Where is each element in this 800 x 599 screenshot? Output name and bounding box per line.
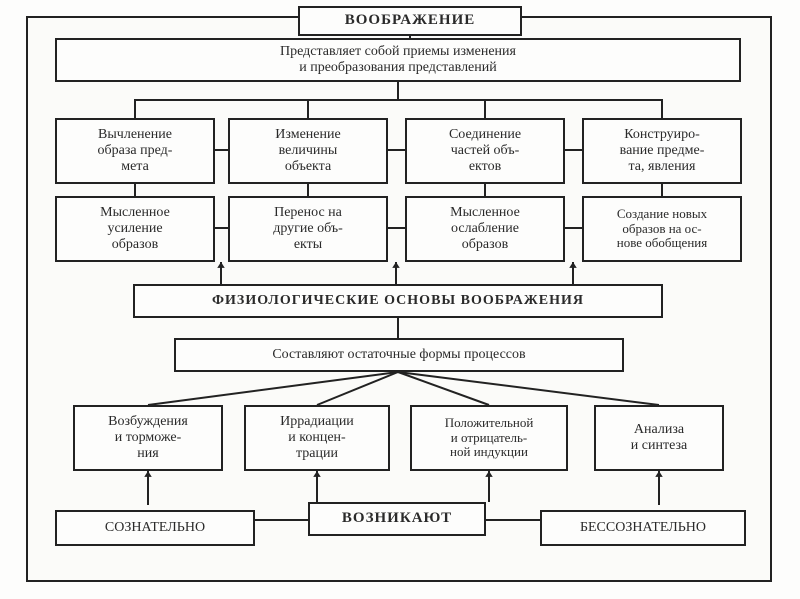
cell-text: Соединениечастей объ-ектов [449,127,521,175]
residual-box: Составляют остаточные формы процессов [174,338,624,372]
arise-box: ВОЗНИКАЮТ [308,502,486,536]
subtitle-box: Представляет собой приемы измененияи пре… [55,38,741,82]
cell-text: Изменениевеличиныобъекта [275,127,340,175]
technique-extract-image: Вычленениеобраза пред-мета [55,118,215,184]
cell-text: Возбужденияи торможе-ния [108,414,188,462]
subtitle-text: Представляет собой приемы измененияи пре… [280,44,516,76]
technique-weaken: Мысленноеослаблениеобразов [405,196,565,262]
unconsciously-box: БЕССОЗНАТЕЛЬНО [540,510,746,546]
process-analysis: Анализаи синтеза [594,405,724,471]
process-irradiation: Иррадиациии концен-трации [244,405,390,471]
consciously-box: СОЗНАТЕЛЬНО [55,510,255,546]
technique-transfer: Перенос надругие объ-екты [228,196,388,262]
phys-title-text: ФИЗИОЛОГИЧЕСКИЕ ОСНОВЫ ВООБРАЖЕНИЯ [212,293,584,309]
cell-text: Конструиро-вание предме-та, явления [620,127,705,175]
cell-text: Перенос надругие объ-екты [273,205,343,253]
technique-construct: Конструиро-вание предме-та, явления [582,118,742,184]
technique-join-parts: Соединениечастей объ-ектов [405,118,565,184]
process-induction: Положительнойи отрицатель-ной индукции [410,405,568,471]
consc-text: СОЗНАТЕЛЬНО [105,520,205,536]
cell-text: Иррадиациии концен-трации [280,414,354,462]
cell-text: Мысленноеослаблениеобразов [450,205,520,253]
unconsc-text: БЕССОЗНАТЕЛЬНО [580,520,706,536]
technique-change-size: Изменениевеличиныобъекта [228,118,388,184]
cell-text: Вычленениеобраза пред-мета [98,127,173,175]
title-box: ВООБРАЖЕНИЕ [298,6,522,36]
residual-text: Составляют остаточные формы процессов [272,347,525,363]
arise-text: ВОЗНИКАЮТ [342,510,452,527]
cell-text: Мысленноеусилениеобразов [100,205,170,253]
cell-text: Анализаи синтеза [631,422,687,454]
cell-text: Положительнойи отрицатель-ной индукции [445,416,534,461]
title-text: ВООБРАЖЕНИЕ [345,12,476,29]
physiological-title-box: ФИЗИОЛОГИЧЕСКИЕ ОСНОВЫ ВООБРАЖЕНИЯ [133,284,663,318]
cell-text: Создание новыхобразов на ос-нове обобщен… [617,207,707,252]
process-excitation: Возбужденияи торможе-ния [73,405,223,471]
technique-amplify: Мысленноеусилениеобразов [55,196,215,262]
technique-create-new: Создание новыхобразов на ос-нове обобщен… [582,196,742,262]
